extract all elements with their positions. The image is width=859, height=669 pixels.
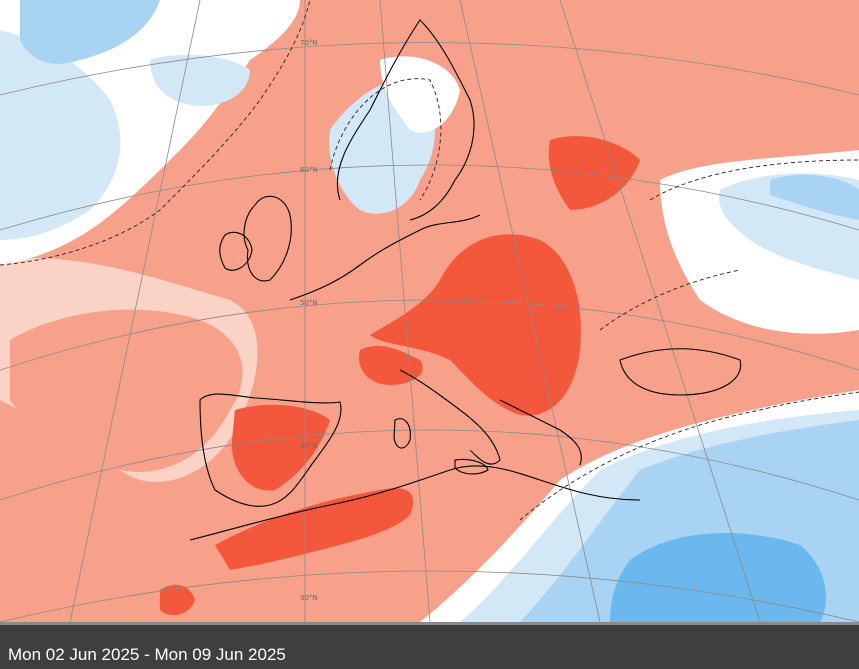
coast-sardinia	[393, 418, 411, 449]
anomaly-map: 70°N 60°N 50°N 40°N 30°N	[0, 0, 859, 622]
contour-scandinavia	[329, 78, 442, 201]
coast-italy	[399, 369, 501, 465]
alps-strong-warm	[359, 345, 423, 385]
latitude-30	[0, 570, 859, 622]
meridian-5	[559, 0, 761, 622]
coast-north-africa	[189, 465, 641, 541]
lat-label-50: 50°N	[300, 299, 318, 307]
graticule	[0, 0, 859, 622]
coast-balkans	[499, 399, 582, 466]
meridian-1	[69, 0, 201, 622]
central-europe-strong-warm	[370, 234, 581, 416]
coast-iberia	[199, 393, 342, 507]
latitude-60	[0, 164, 859, 231]
coast-ireland	[219, 231, 253, 271]
anomaly-map-svg: 70°N 60°N 50°N 40°N 30°N	[0, 0, 859, 622]
lat-label-70: 70°N	[300, 39, 318, 47]
coastlines	[189, 19, 742, 541]
contour-southeast	[519, 391, 859, 521]
meridian-4	[459, 0, 601, 622]
northwest-light-cool	[0, 30, 121, 240]
date-range-label: Mon 02 Jun 2025 - Mon 09 Jun 2025	[8, 645, 286, 664]
lat-label-40: 40°N	[300, 442, 318, 450]
date-footer: Mon 02 Jun 2025 - Mon 09 Jun 2025	[0, 622, 859, 669]
coast-sicily	[454, 458, 489, 475]
iberia-strong-warm	[231, 404, 330, 491]
contour-east	[649, 159, 859, 201]
contour-balkan	[599, 269, 741, 331]
lat-label-30: 30°N	[300, 594, 318, 602]
coast-scandinavia	[336, 19, 475, 221]
atlantic-warm-blob	[10, 309, 243, 472]
contour-northwest	[0, 0, 311, 266]
latitude-40	[0, 429, 859, 501]
greenland-cool	[20, 0, 160, 64]
anomaly-contours	[0, 0, 859, 521]
caspian-cool	[770, 174, 859, 220]
sahara-strong-warm	[160, 584, 195, 616]
iceland-cool	[150, 54, 250, 106]
coast-black-sea	[619, 348, 742, 396]
north-africa-strong-warm	[215, 488, 414, 570]
coast-europe-west	[289, 214, 481, 301]
latitude-50	[0, 299, 859, 371]
lat-label-60: 60°N	[300, 166, 318, 174]
russia-strong-warm	[548, 136, 640, 210]
latitude-70	[0, 42, 859, 96]
meridian-3	[379, 0, 431, 622]
southeast-strong-cool	[610, 533, 826, 622]
coast-britain	[243, 195, 292, 282]
